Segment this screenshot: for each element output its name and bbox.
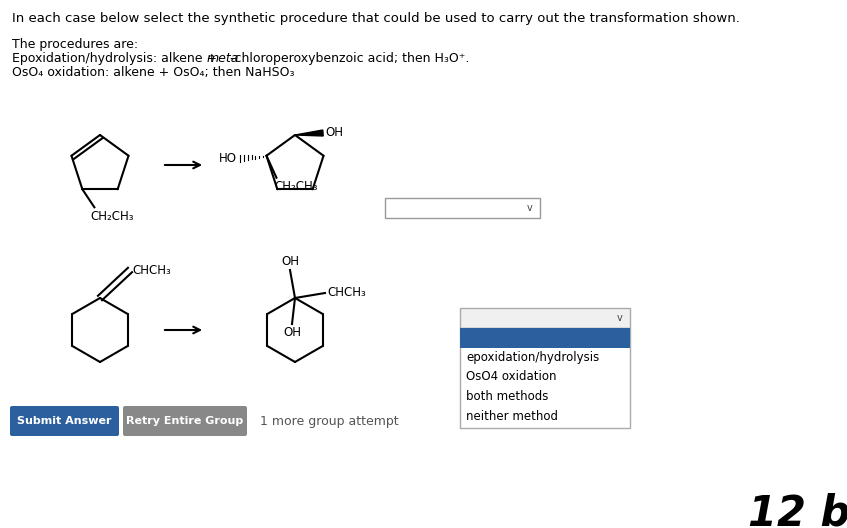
FancyBboxPatch shape bbox=[460, 328, 630, 348]
Text: CH₂CH₃: CH₂CH₃ bbox=[91, 210, 134, 223]
Text: v: v bbox=[617, 313, 623, 323]
Text: The procedures are:: The procedures are: bbox=[12, 38, 138, 51]
Text: CHCH₃: CHCH₃ bbox=[132, 263, 171, 277]
Text: Retry Entire Group: Retry Entire Group bbox=[126, 416, 244, 426]
Text: meta: meta bbox=[207, 52, 240, 65]
Text: neither method: neither method bbox=[466, 410, 558, 423]
Text: epoxidation/hydrolysis: epoxidation/hydrolysis bbox=[466, 351, 599, 363]
Text: Submit Answer: Submit Answer bbox=[17, 416, 112, 426]
FancyBboxPatch shape bbox=[460, 328, 630, 428]
Text: 12 b: 12 b bbox=[748, 492, 847, 528]
FancyBboxPatch shape bbox=[460, 308, 630, 328]
Text: OsO₄ oxidation: alkene + OsO₄; then NaHSO₃: OsO₄ oxidation: alkene + OsO₄; then NaHS… bbox=[12, 66, 295, 79]
Text: OsO4 oxidation: OsO4 oxidation bbox=[466, 371, 556, 383]
Text: In each case below select the synthetic procedure that could be used to carry ou: In each case below select the synthetic … bbox=[12, 12, 740, 25]
FancyBboxPatch shape bbox=[10, 406, 119, 436]
FancyBboxPatch shape bbox=[385, 198, 540, 218]
Text: Epoxidation/hydrolysis: alkene +: Epoxidation/hydrolysis: alkene + bbox=[12, 52, 221, 65]
Text: OH: OH bbox=[281, 255, 299, 268]
Text: both methods: both methods bbox=[466, 391, 548, 403]
Text: CHCH₃: CHCH₃ bbox=[327, 287, 366, 299]
Text: OH: OH bbox=[325, 127, 343, 139]
Text: OH: OH bbox=[283, 326, 301, 339]
Text: v: v bbox=[527, 203, 533, 213]
Text: -chloroperoxybenzoic acid; then H₃O⁺.: -chloroperoxybenzoic acid; then H₃O⁺. bbox=[230, 52, 469, 65]
FancyBboxPatch shape bbox=[123, 406, 247, 436]
Text: HO: HO bbox=[219, 152, 236, 165]
Polygon shape bbox=[295, 130, 324, 136]
Text: 1 more group attempt: 1 more group attempt bbox=[260, 414, 399, 428]
Text: CH₂CH₃: CH₂CH₃ bbox=[274, 180, 318, 193]
